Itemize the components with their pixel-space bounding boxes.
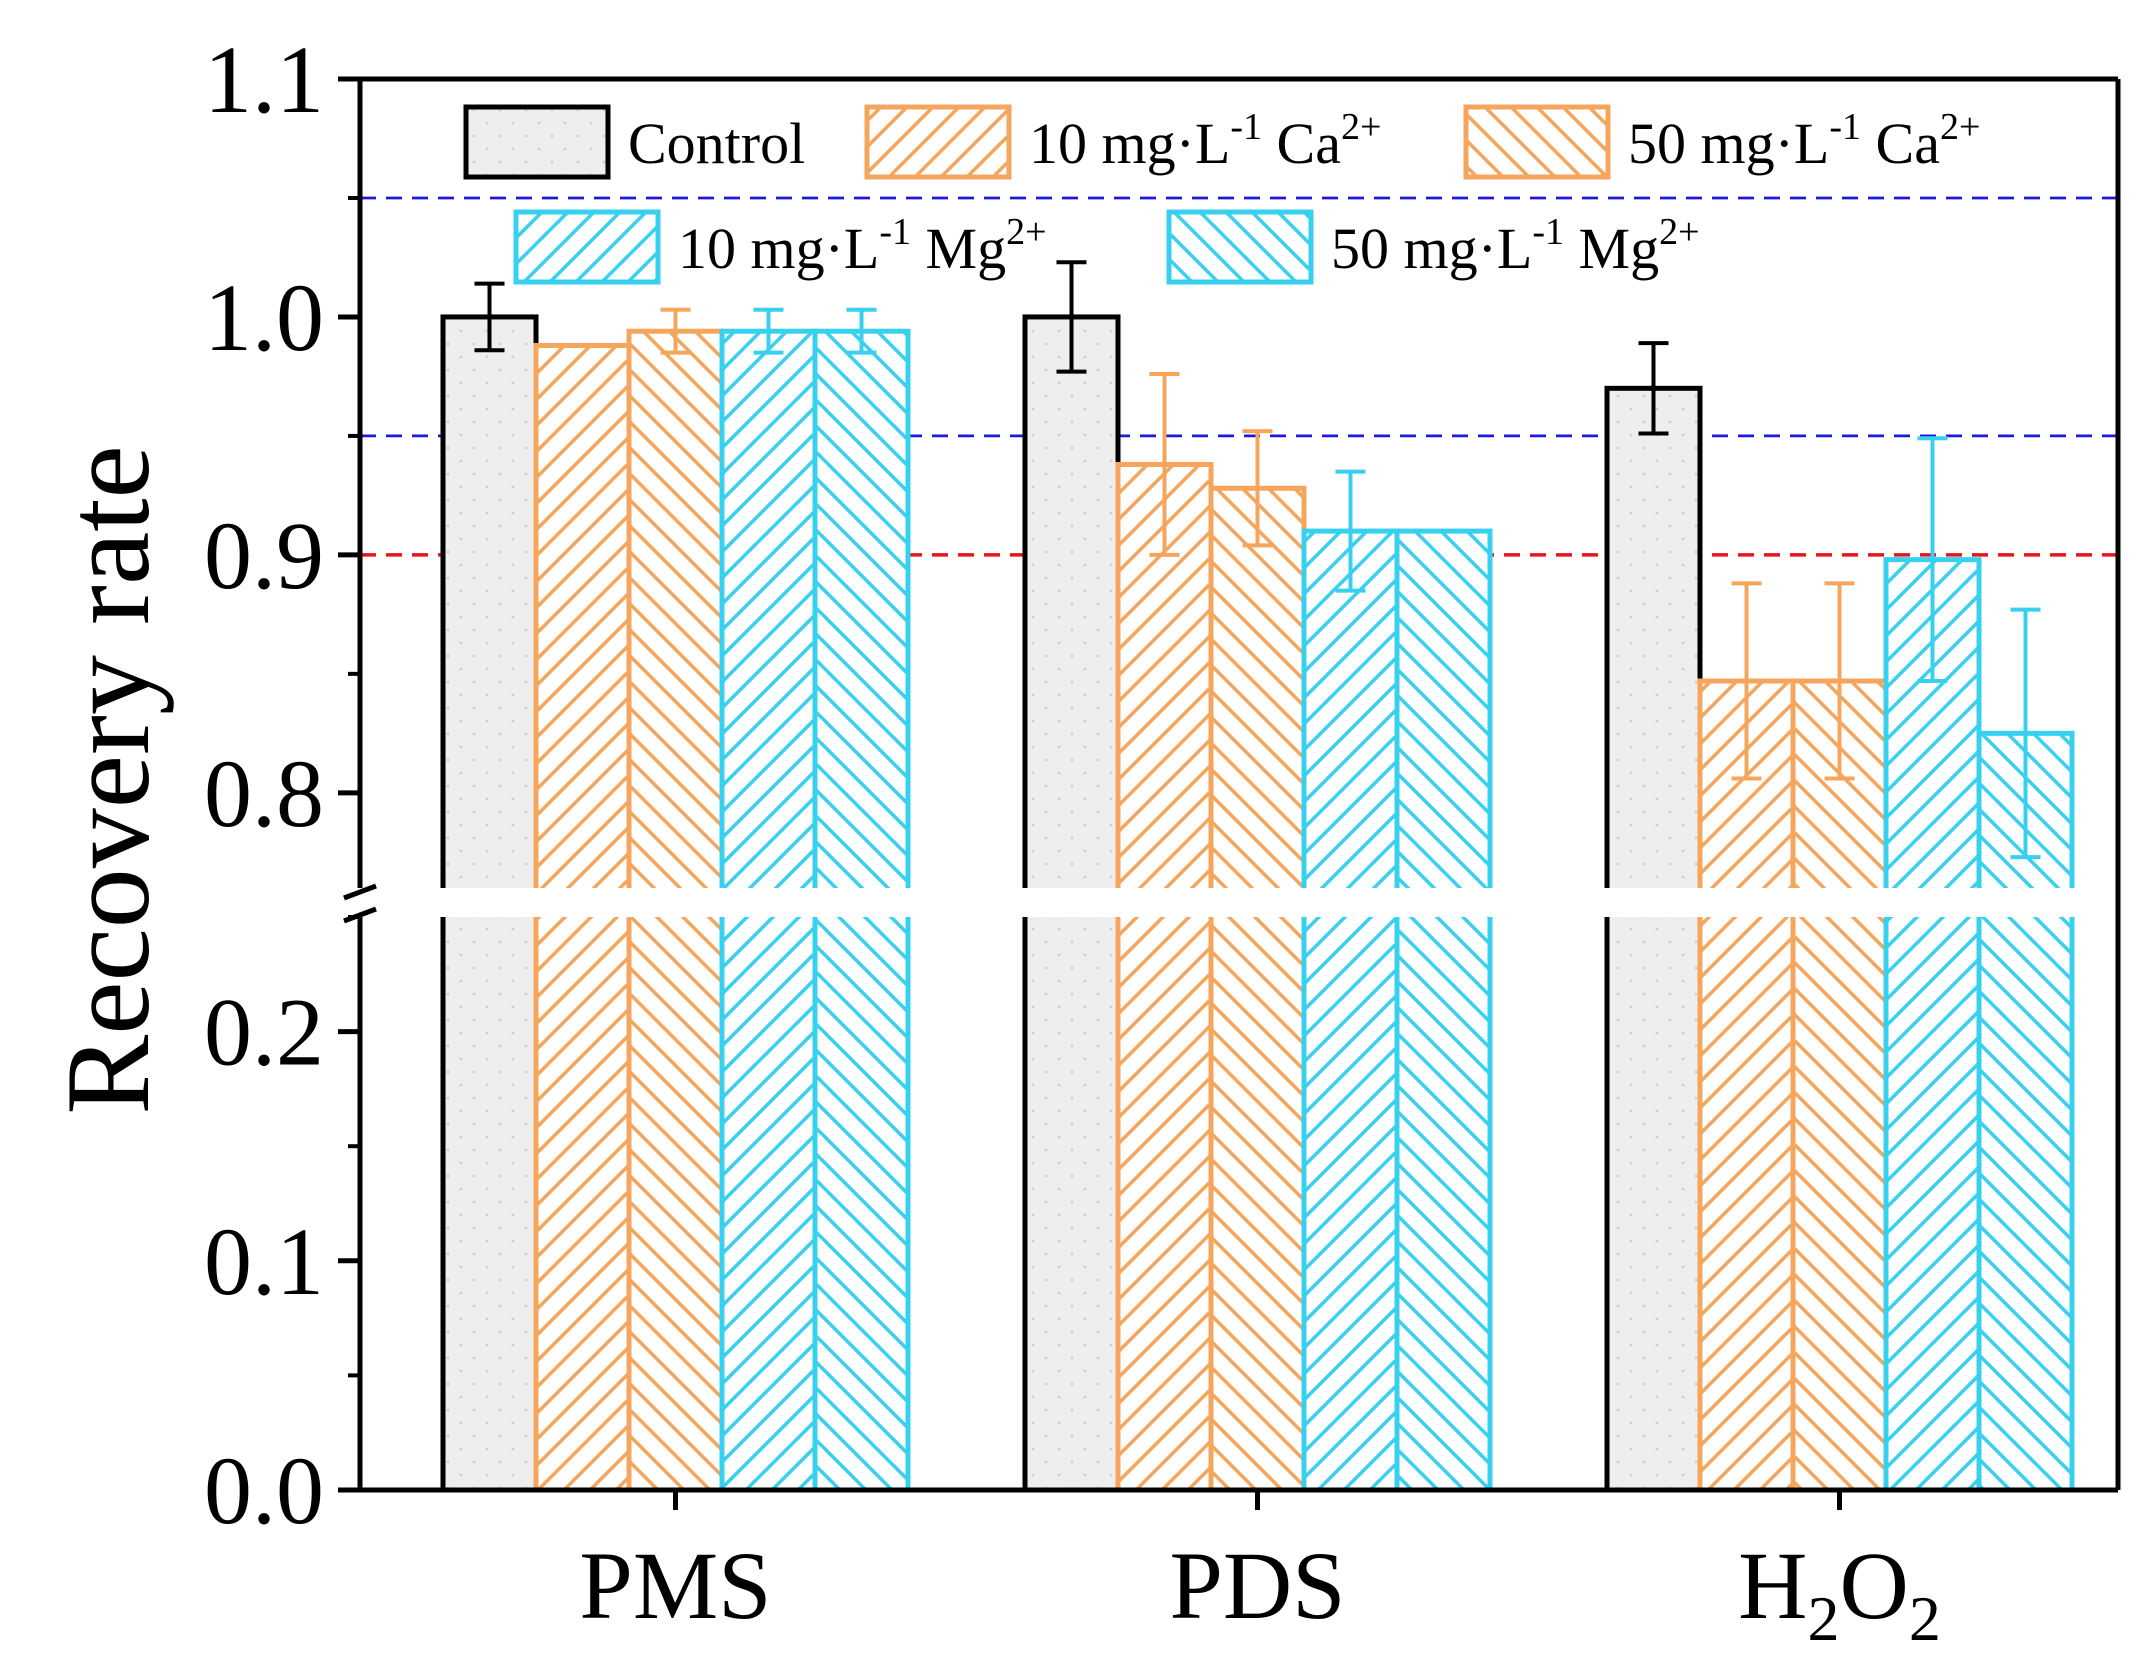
y-tick-label: 0.1 (204, 1208, 324, 1315)
y-tick-label: 0.2 (204, 979, 324, 1086)
bar-pms-2 (625, 328, 726, 1493)
bar-h2o2-1 (1696, 678, 1797, 1493)
y-axis-title: Recovery rate (41, 445, 174, 1115)
bar-h2o2-3 (1882, 557, 1983, 1493)
error-bar-h2o2-2 (1824, 581, 1855, 781)
error-bar-h2o2-3 (1917, 436, 1948, 683)
legend-label: Control (628, 111, 805, 176)
bar-h2o2-0 (1603, 385, 1704, 1493)
error-bar-pds-2 (1242, 429, 1273, 548)
bar-pms-4 (811, 328, 912, 1493)
axis-break-mark-upper (343, 883, 377, 901)
legend-label: 10 mg·L-1 Mg2+ (678, 211, 1047, 281)
bar-pms-0 (439, 314, 540, 1493)
bar-h2o2-2 (1789, 678, 1890, 1493)
bar-pms-1 (532, 342, 633, 1493)
bar-pds-0 (1021, 314, 1122, 1493)
legend-entry-3: 10 mg·L-1 Mg2+ (513, 209, 1047, 285)
error-bar-pms-0 (474, 281, 505, 353)
legend-label: 50 mg·L-1 Ca2+ (1628, 106, 1980, 176)
bar-pds-3 (1300, 528, 1401, 1493)
legend-label: 10 mg·L-1 Ca2+ (1029, 106, 1381, 176)
y-tick-label: 0.0 (204, 1437, 324, 1544)
bar-pds-2 (1207, 485, 1308, 1493)
y-tick-label: 0.9 (204, 502, 324, 609)
x-tick-label-pms: PMS (579, 1532, 771, 1639)
legend-entry-4: 50 mg·L-1 Mg2+ (1166, 209, 1700, 285)
legend-entry-2: 50 mg·L-1 Ca2+ (1463, 104, 1980, 180)
error-bar-h2o2-0 (1638, 341, 1669, 436)
error-bar-pms-4 (846, 307, 877, 355)
error-bar-pms-2 (660, 307, 691, 355)
y-tick-label: 1.0 (204, 264, 324, 371)
error-bar-h2o2-1 (1731, 581, 1762, 781)
bar-pds-1 (1114, 461, 1215, 1493)
legend: Control 10 mg·L-1 Ca2+ 50 mg·L-1 Ca2+ 10 mg… (463, 104, 1980, 285)
y-tick-label: 0.8 (204, 740, 324, 847)
legend-entry-0: Control (463, 104, 805, 180)
legend-entry-1: 10 mg·L-1 Ca2+ (864, 104, 1381, 180)
error-bar-pds-0 (1056, 260, 1087, 374)
error-bar-pds-1 (1149, 372, 1180, 557)
y-tick-label: 1.1 (204, 26, 324, 133)
legend-label: 50 mg·L-1 Mg2+ (1331, 211, 1700, 281)
bar-pms-3 (718, 328, 819, 1493)
axes: 0.0 0.1 0.2 0.8 0.9 1.0 1.1 PMS PDS H2O2 (204, 26, 2121, 1654)
error-bar-pds-3 (1335, 469, 1366, 593)
bar-groups (439, 314, 2076, 1493)
x-tick-label-pds: PDS (1169, 1532, 1345, 1639)
error-bar-h2o2-4 (2010, 607, 2041, 860)
bar-pds-4 (1393, 528, 1494, 1493)
x-tick-label-h2o2: H2O2 (1738, 1532, 1941, 1654)
error-bars (474, 260, 2041, 860)
error-bar-pms-3 (753, 307, 784, 355)
